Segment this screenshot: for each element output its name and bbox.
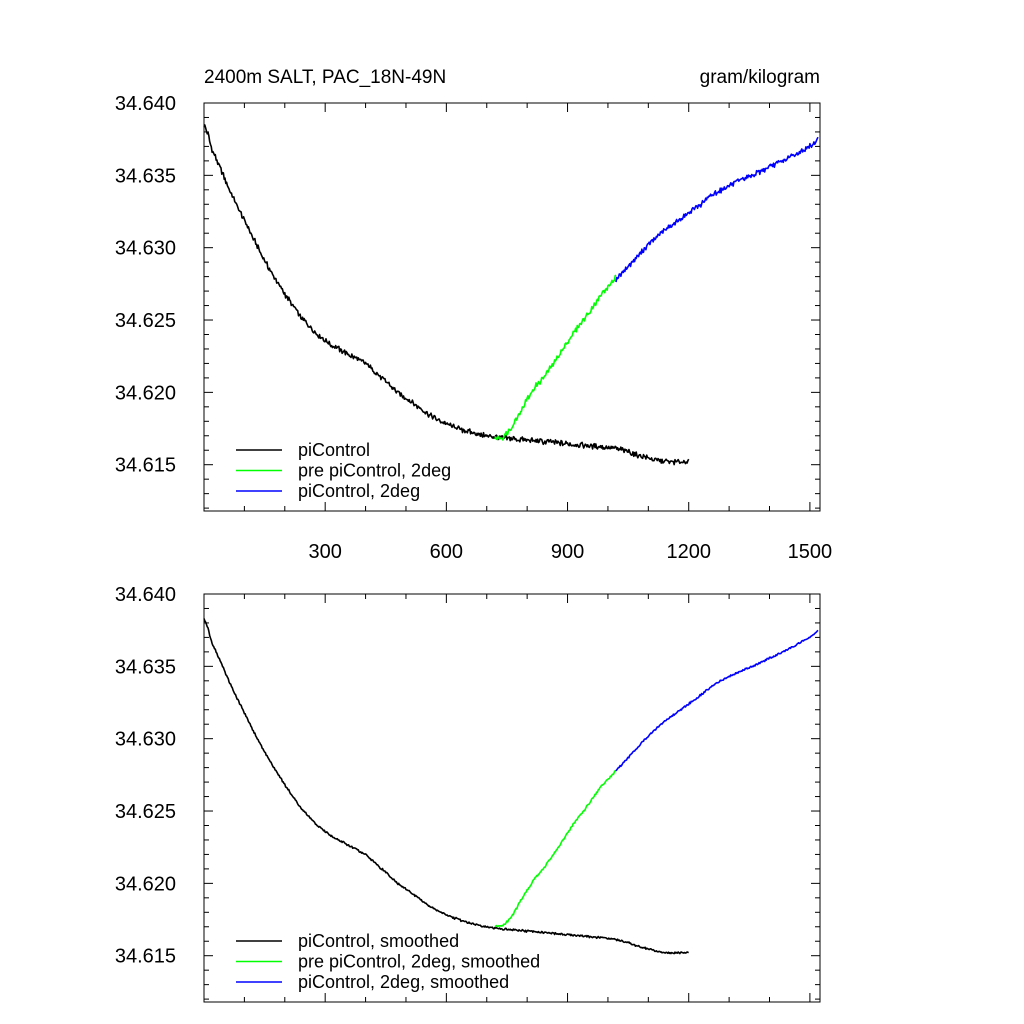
series-line xyxy=(203,618,689,955)
y-tick-label: 34.625 xyxy=(115,310,176,332)
x-tick-label: 300 xyxy=(308,541,341,563)
raw-salinity-panel: 2400m SALT, PAC_18N-49N gram/kilogram 34… xyxy=(115,67,832,563)
y-tick-label: 34.635 xyxy=(115,165,176,187)
series-line xyxy=(615,629,819,772)
y-tick-label: 34.615 xyxy=(115,946,176,968)
y-tick-label: 34.620 xyxy=(115,382,176,404)
legend-label: piControl, smoothed xyxy=(298,931,459,951)
x-axis: 300 600 900 1200 1500 xyxy=(243,103,833,563)
units-label: gram/kilogram xyxy=(700,67,820,88)
plot-frame xyxy=(203,593,821,1003)
series-line xyxy=(203,124,690,466)
legend-label: pre piControl, 2deg, smoothed xyxy=(298,952,540,972)
legend-label: piControl, 2deg, smoothed xyxy=(298,972,509,992)
y-axis: 34.615 34.620 34.625 34.630 34.635 34.640 xyxy=(115,93,820,509)
x-tick-label: 600 xyxy=(430,541,463,563)
y-tick-label: 34.640 xyxy=(115,584,176,606)
series-line xyxy=(615,136,819,283)
chart-title: 2400m SALT, PAC_18N-49N xyxy=(204,67,446,88)
y-tick-label: 34.630 xyxy=(115,729,176,751)
series-line xyxy=(494,769,617,928)
series-line xyxy=(494,274,617,441)
y-tick-label: 34.630 xyxy=(115,238,176,260)
x-tick-label: 1200 xyxy=(666,541,711,563)
y-tick-label: 34.620 xyxy=(115,873,176,895)
y-tick-label: 34.625 xyxy=(115,801,176,823)
series-lines xyxy=(203,124,819,466)
legend-label: piControl, 2deg xyxy=(298,481,420,501)
legend-label: piControl xyxy=(298,440,370,460)
legend-label: pre piControl, 2deg xyxy=(298,461,451,481)
x-tick-label: 900 xyxy=(551,541,584,563)
plot-frame xyxy=(203,102,821,512)
smoothed-salinity-panel: 34.615 34.620 34.625 34.630 34.635 34.640 piC… xyxy=(115,584,821,1003)
x-axis xyxy=(243,594,811,1002)
y-axis: 34.615 34.620 34.625 34.630 34.635 34.640 xyxy=(115,584,820,1000)
y-tick-label: 34.635 xyxy=(115,656,176,678)
y-tick-label: 34.615 xyxy=(115,455,176,477)
series-lines xyxy=(203,618,819,955)
x-tick-label: 1500 xyxy=(788,541,833,563)
y-tick-label: 34.640 xyxy=(115,93,176,115)
